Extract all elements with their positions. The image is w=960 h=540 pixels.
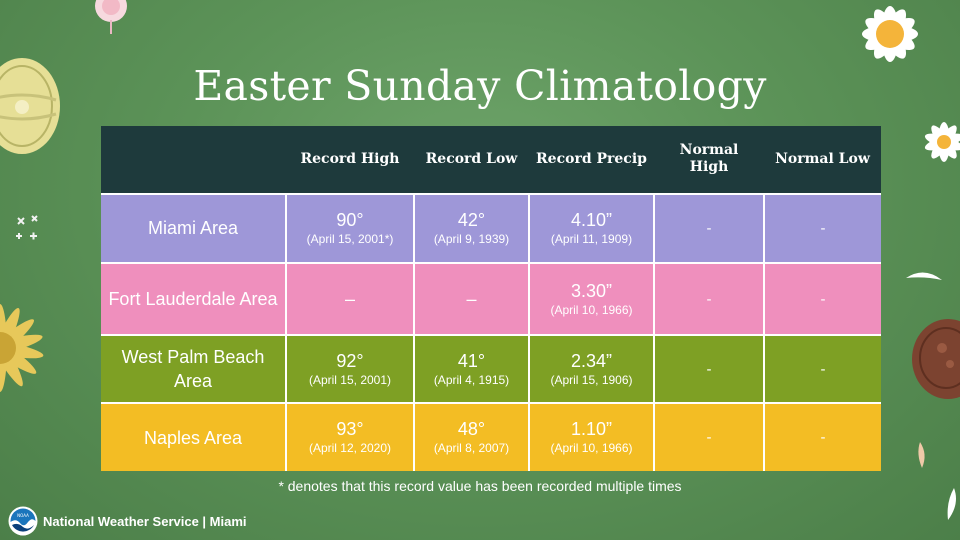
record-high-value: – <box>344 288 355 309</box>
header-normal-high: Normal High <box>654 126 764 195</box>
easter-egg-icon <box>0 58 60 154</box>
page-title: Easter Sunday Climatology <box>193 62 767 110</box>
table-row: West Palm Beach Area 92° (April 15, 2001… <box>101 334 881 405</box>
header-area <box>101 126 286 195</box>
record-precip-value: 2.34” <box>570 350 613 371</box>
flower-petal-icon <box>906 272 942 280</box>
record-precip-date: (April 10, 1966) <box>550 441 633 456</box>
flower-petals-icon <box>16 215 38 240</box>
record-low-cell: 48° (April 8, 2007) <box>413 402 530 471</box>
record-high-value: 90° <box>336 209 364 230</box>
daisy-flower-icon <box>862 6 918 62</box>
record-high-cell: 90° (April 15, 2001*) <box>285 192 415 264</box>
normal-low-cell: - <box>763 334 881 405</box>
record-precip-cell: 3.30” (April 10, 1966) <box>528 261 655 337</box>
record-high-date: (April 15, 2001) <box>308 372 392 387</box>
normal-high-cell: - <box>653 334 765 405</box>
record-high-value: 93° <box>336 419 364 440</box>
record-precip-value: 4.10” <box>570 209 613 230</box>
record-precip-value: 3.30” <box>570 280 613 301</box>
table-row: Naples Area 93° (April 12, 2020) 48° (Ap… <box>101 402 881 471</box>
header-record-precip: Record Precip <box>529 126 654 195</box>
record-high-date: (April 15, 2001*) <box>306 231 394 246</box>
footnote: * denotes that this record value has bee… <box>278 478 682 494</box>
normal-high-cell: - <box>653 192 765 264</box>
normal-high-cell: - <box>653 261 765 337</box>
noaa-logo-icon: NOAA <box>8 506 38 536</box>
record-high-value: 92° <box>336 350 364 371</box>
table-row: Miami Area 90° (April 15, 2001*) 42° (Ap… <box>101 192 881 264</box>
table-header-row: Record High Record Low Record Precip Nor… <box>101 126 881 195</box>
normal-low-cell: - <box>763 261 881 337</box>
record-precip-date: (April 10, 1966) <box>550 302 633 317</box>
normal-low-cell: - <box>763 402 881 471</box>
chocolate-egg-icon <box>912 319 960 399</box>
flower-petal-icon <box>918 442 925 468</box>
header-record-high: Record High <box>286 126 414 195</box>
record-high-date: (April 12, 2020) <box>308 441 392 456</box>
record-high-cell: – <box>285 261 415 337</box>
record-low-date: (April 8, 2007) <box>433 441 510 456</box>
normal-low-cell: - <box>763 192 881 264</box>
footer-text: National Weather Service | Miami <box>43 513 247 529</box>
area-name: Fort Lauderdale Area <box>101 261 287 337</box>
sunflower-icon <box>0 304 44 392</box>
record-high-cell: 92° (April 15, 2001) <box>285 334 415 405</box>
normal-high-cell: - <box>653 402 765 471</box>
fluffy-flower-icon <box>95 0 127 34</box>
record-low-cell: – <box>413 261 530 337</box>
record-low-value: – <box>466 288 477 309</box>
record-low-date: (April 4, 1915) <box>433 372 510 387</box>
daisy-flower-icon <box>924 122 960 162</box>
table-row: Fort Lauderdale Area – – 3.30” (April 10… <box>101 261 881 337</box>
record-precip-date: (April 15, 1906) <box>550 372 633 387</box>
area-name: Naples Area <box>101 402 287 471</box>
record-precip-cell: 2.34” (April 15, 1906) <box>528 334 655 405</box>
record-precip-cell: 4.10” (April 11, 1909) <box>528 192 655 264</box>
record-precip-value: 1.10” <box>570 419 613 440</box>
header-normal-low: Normal Low <box>764 126 881 195</box>
header-record-low: Record Low <box>414 126 529 195</box>
record-precip-date: (April 11, 1909) <box>550 231 633 246</box>
record-low-value: 42° <box>457 209 486 230</box>
record-precip-cell: 1.10” (April 10, 1966) <box>528 402 655 471</box>
area-name: West Palm Beach Area <box>101 334 287 405</box>
record-low-date: (April 9, 1939) <box>433 231 510 246</box>
record-low-value: 48° <box>457 419 486 440</box>
climatology-table: Record High Record Low Record Precip Nor… <box>101 126 881 471</box>
flower-petal-icon <box>947 488 956 520</box>
record-low-cell: 41° (April 4, 1915) <box>413 334 530 405</box>
area-name: Miami Area <box>101 192 287 264</box>
record-low-cell: 42° (April 9, 1939) <box>413 192 530 264</box>
footer: NOAA National Weather Service | Miami <box>8 506 247 536</box>
svg-text:NOAA: NOAA <box>17 513 29 518</box>
record-high-cell: 93° (April 12, 2020) <box>285 402 415 471</box>
record-low-value: 41° <box>457 350 486 371</box>
